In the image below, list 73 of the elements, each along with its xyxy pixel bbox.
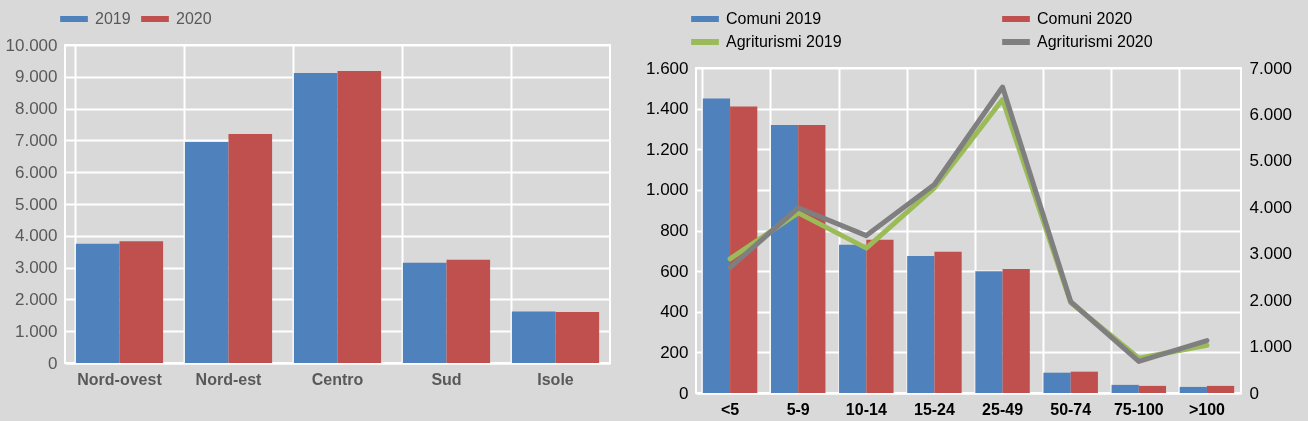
x-tick-label: Isole bbox=[537, 370, 574, 388]
bar bbox=[1070, 371, 1098, 393]
bar bbox=[511, 311, 556, 363]
y-tick-label: 8.000 bbox=[14, 99, 58, 119]
legend-label: Comuni 2019 bbox=[726, 10, 822, 27]
legend-label: Agriturismi 2019 bbox=[726, 33, 842, 50]
y-tick-label: 3.000 bbox=[14, 258, 58, 278]
y-tick-label: 200 bbox=[660, 342, 689, 362]
x-tick-label: 25-49 bbox=[982, 400, 1024, 418]
y-tick-label: 1.200 bbox=[645, 139, 689, 159]
y2-tick-label: 1.000 bbox=[1249, 337, 1293, 357]
bar bbox=[1111, 384, 1139, 393]
y-tick-label: 600 bbox=[660, 261, 689, 281]
x-tick-label: >100 bbox=[1188, 400, 1226, 418]
y-tick-label: 10.000 bbox=[5, 35, 58, 55]
y2-tick-label: 7.000 bbox=[1249, 58, 1293, 78]
bar bbox=[75, 243, 120, 363]
y2-tick-label: 6.000 bbox=[1249, 104, 1293, 124]
x-tick-label: Centro bbox=[311, 370, 364, 388]
bar bbox=[1138, 385, 1167, 393]
x-tick-label: <5 bbox=[720, 400, 740, 418]
y-tick-label: 6.000 bbox=[14, 162, 58, 182]
bar bbox=[1043, 372, 1071, 393]
y2-tick-label: 2.000 bbox=[1249, 290, 1293, 310]
y-tick-label: 1.000 bbox=[645, 180, 689, 200]
bar bbox=[839, 244, 867, 393]
x-tick-label: 15-24 bbox=[913, 400, 955, 418]
legend-label: Comuni 2020 bbox=[1037, 10, 1133, 27]
bar bbox=[1206, 385, 1235, 393]
bar bbox=[907, 255, 935, 393]
x-tick-label: 75-100 bbox=[1113, 400, 1164, 418]
bar bbox=[1179, 386, 1207, 393]
bar bbox=[934, 251, 962, 393]
bar bbox=[446, 259, 491, 363]
y-tick-label: 9.000 bbox=[14, 67, 58, 87]
y2-tick-label: 0 bbox=[1249, 383, 1259, 403]
y-tick-label: 1.000 bbox=[14, 321, 58, 341]
bar bbox=[730, 106, 758, 393]
bar bbox=[1002, 269, 1030, 393]
bar bbox=[866, 239, 894, 393]
y-tick-label: 7.000 bbox=[14, 130, 58, 150]
bar bbox=[555, 312, 600, 363]
y-tick-label: 2.000 bbox=[14, 289, 58, 309]
legend-label: 2020 bbox=[176, 10, 212, 27]
y-tick-label: 1.400 bbox=[645, 99, 689, 119]
y-tick-label: 5.000 bbox=[14, 194, 58, 214]
legend-label: 2019 bbox=[95, 10, 131, 27]
x-tick-label: Nord-ovest bbox=[77, 370, 163, 388]
bar bbox=[770, 124, 799, 393]
y-tick-label: 400 bbox=[660, 302, 689, 322]
bar bbox=[975, 271, 1003, 393]
bar bbox=[293, 72, 338, 363]
y-tick-label: 0 bbox=[679, 383, 689, 403]
y-tick-label: 1.600 bbox=[645, 58, 689, 78]
x-tick-label: Nord-est bbox=[195, 370, 263, 388]
y-tick-label: 0 bbox=[48, 353, 58, 373]
bar bbox=[402, 262, 447, 363]
bar bbox=[228, 134, 273, 363]
x-tick-label: 50-74 bbox=[1050, 400, 1092, 418]
bar bbox=[798, 124, 826, 393]
y-tick-label: 800 bbox=[660, 221, 689, 240]
bar bbox=[184, 141, 229, 363]
y2-tick-label: 3.000 bbox=[1249, 244, 1293, 264]
y-tick-label: 4.000 bbox=[14, 226, 58, 246]
bar bbox=[337, 71, 382, 363]
legend-label: Agriturismi 2020 bbox=[1037, 33, 1153, 50]
bar bbox=[702, 98, 731, 393]
x-tick-label: 10-14 bbox=[845, 400, 887, 418]
x-tick-label: 5-9 bbox=[786, 400, 810, 418]
bar bbox=[119, 241, 164, 363]
x-tick-label: Sud bbox=[431, 370, 462, 388]
y2-tick-label: 4.000 bbox=[1249, 197, 1293, 217]
y2-tick-label: 5.000 bbox=[1249, 151, 1293, 171]
